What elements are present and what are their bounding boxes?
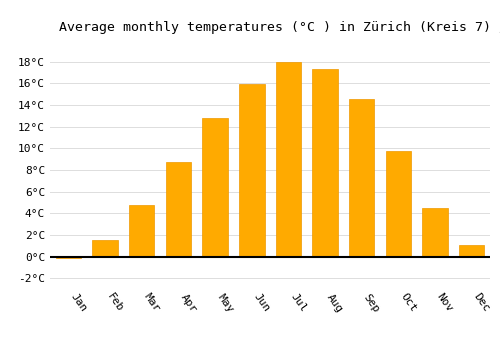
Bar [312,69,338,257]
Bar [202,118,228,257]
Bar [349,99,374,257]
Bar [276,62,301,257]
Bar [459,245,484,257]
Bar [166,162,191,257]
Bar [386,152,411,257]
Bar [129,205,154,257]
Text: Average monthly temperatures (°C ) in Zürich (Kreis 7) / Witikon: Average monthly temperatures (°C ) in Zü… [59,21,500,34]
Bar [56,257,81,258]
Bar [422,208,448,257]
Bar [92,240,118,257]
Bar [239,84,264,257]
